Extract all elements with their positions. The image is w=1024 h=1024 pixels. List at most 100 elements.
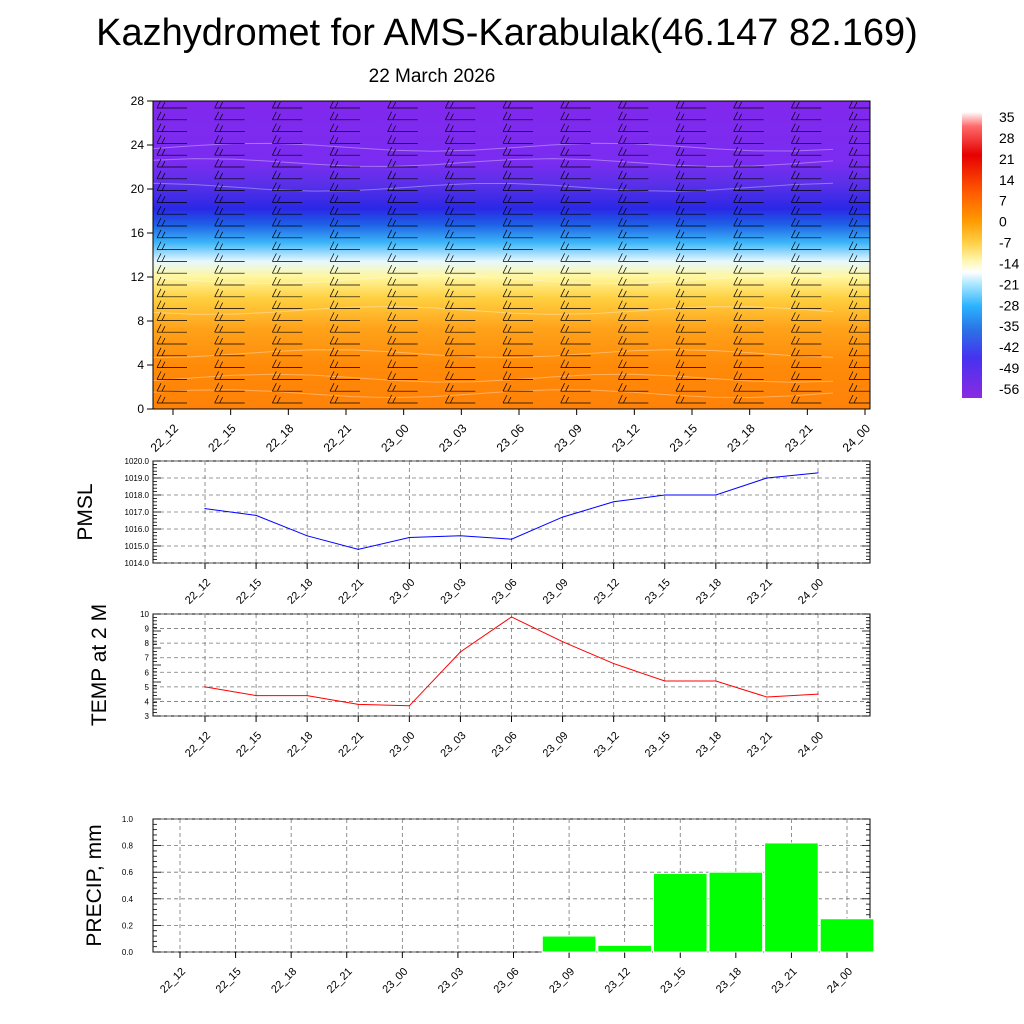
wind-barb-flag	[796, 396, 800, 404]
wind-barb-flag	[445, 206, 450, 215]
wind-barb-flag	[214, 300, 219, 309]
colorbar-label: -56	[999, 381, 1019, 397]
wind-barb-flag	[387, 312, 392, 321]
wind-barb-flag	[502, 253, 508, 262]
wind-barb-flag	[738, 314, 742, 321]
wind-barb-flag	[848, 253, 854, 262]
wind-barb-flag	[329, 383, 335, 392]
wind-barb-flag	[738, 337, 742, 345]
wind-barb-flag	[277, 172, 281, 179]
wind-barb-flag	[733, 300, 738, 309]
wind-barb-flag	[334, 137, 339, 144]
wind-barb-flag	[502, 206, 508, 215]
wind-barb-flag	[445, 335, 450, 345]
wind-barb-flag	[796, 160, 800, 168]
wind-barb-flag	[329, 371, 335, 380]
x-tick-label: 22_21	[325, 966, 355, 996]
x-tick-label: 23_00	[387, 730, 417, 760]
x-tick-label: 23_09	[541, 730, 571, 760]
wind-barb-flag	[329, 135, 335, 144]
wind-barb-flag	[618, 170, 623, 179]
wind-barb-flag	[156, 383, 162, 392]
wind-barb-flag	[329, 253, 335, 262]
wind-barb-flag	[161, 255, 166, 262]
wind-barb-flag	[277, 290, 281, 297]
wind-barb-flag	[791, 182, 796, 191]
wind-barb-flag	[618, 123, 623, 132]
wind-barb-flag	[738, 326, 742, 333]
wind-barb-flag	[156, 371, 162, 380]
wind-barb-flag	[791, 288, 796, 297]
wind-barb-flag	[560, 371, 565, 380]
wind-barb-flag	[623, 101, 627, 109]
wind-barb-flag	[565, 172, 569, 179]
wind-barb-flag	[791, 194, 796, 203]
data-point	[817, 693, 819, 695]
wind-barb-flag	[507, 278, 512, 286]
wind-barb-flag	[733, 288, 738, 297]
x-tick-label: 23_09	[547, 966, 577, 996]
x-tick-label: 22_21	[336, 577, 366, 607]
wind-barb-flag	[848, 158, 854, 168]
wind-barb-flag	[796, 278, 800, 286]
x-tick-label: 24_00	[825, 966, 855, 996]
wind-barb-flag	[334, 184, 339, 191]
x-tick-label: 23_09	[541, 577, 571, 607]
wind-barb-flag	[618, 324, 623, 333]
wind-barb-flag	[502, 324, 508, 333]
wind-barb-flag	[680, 361, 685, 368]
wind-barb-flag	[334, 396, 339, 404]
wind-barb-flag	[680, 160, 685, 168]
wind-barb-flag	[214, 123, 219, 132]
wind-barb-flag	[560, 241, 565, 250]
wind-barb-flag	[853, 101, 858, 109]
cross-section-panel: 0 4 8 12 16 20 24 28 22_12 22_15 22_18 22_21 23_00 23…	[131, 94, 874, 455]
wind-barb-flag	[156, 123, 162, 132]
wind-barb-flag	[277, 302, 281, 309]
wind-barb-flag	[565, 396, 569, 404]
wind-barb-flag	[675, 371, 681, 380]
wind-barb-flag	[156, 182, 162, 191]
contour-line	[153, 305, 834, 315]
wind-barb-flag	[272, 111, 277, 120]
wind-barb-flag	[796, 326, 800, 333]
wind-barb-flag	[334, 337, 339, 345]
wind-barb-flag	[560, 135, 565, 144]
y-axis-label: TEMP at 2 M	[88, 604, 111, 726]
wind-barb-flag	[853, 326, 858, 333]
wind-barb-flag	[853, 373, 858, 380]
wind-barb-flag	[733, 335, 738, 345]
wind-barb-flag	[560, 312, 565, 321]
wind-barb-flag	[450, 219, 454, 227]
wind-barb-flag	[565, 208, 569, 215]
wind-barb-flag	[560, 158, 565, 168]
wind-barb-flag	[156, 300, 162, 309]
wind-barb-flag	[387, 276, 392, 286]
wind-barb-flag	[733, 324, 738, 333]
wind-barb-flag	[392, 196, 396, 203]
wind-barb-flag	[450, 373, 454, 380]
wind-barb-flag	[156, 253, 162, 262]
wind-barb-flag	[219, 361, 223, 368]
wind-barb-flag	[507, 267, 512, 274]
wind-barb-flag	[507, 243, 512, 250]
wind-barb-flag	[502, 217, 508, 227]
wind-barb-flag	[272, 300, 277, 309]
wind-barb-flag	[329, 123, 335, 132]
data-point	[306, 695, 308, 697]
wind-barb-flag	[680, 208, 685, 215]
wind-barb-flag	[565, 243, 569, 250]
wind-barb-flag	[618, 135, 623, 144]
wind-barb-flag	[272, 170, 277, 179]
wind-barb-flag	[565, 278, 569, 286]
wind-barb-flag	[560, 335, 565, 345]
wind-barb-flag	[219, 101, 223, 109]
y-tick-label: 3	[145, 712, 150, 721]
wind-barb-flag	[796, 149, 800, 156]
wind-barb-flag	[733, 312, 738, 321]
wind-barb-flag	[675, 170, 681, 179]
wind-barb-flag	[565, 160, 569, 168]
wind-barb-flag	[156, 265, 162, 274]
x-tick-label: 23_09	[551, 421, 585, 455]
wind-barb-flag	[623, 243, 627, 250]
